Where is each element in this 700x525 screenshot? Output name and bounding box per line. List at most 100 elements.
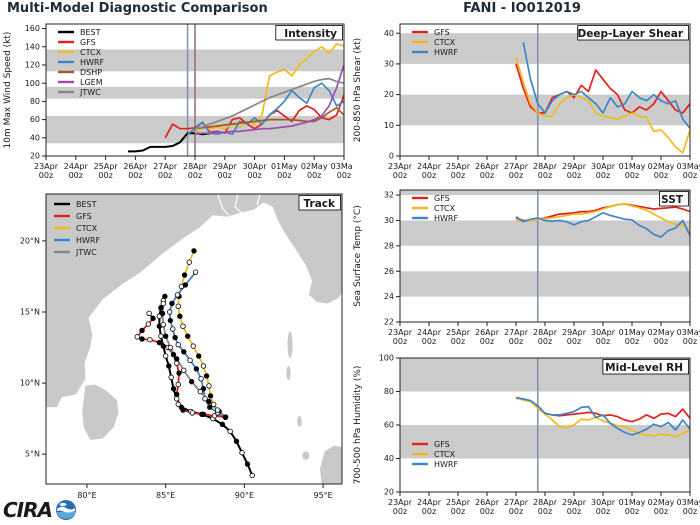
svg-text:24Apr: 24Apr <box>417 328 442 337</box>
svg-text:HWRF: HWRF <box>434 214 458 223</box>
svg-text:GFS: GFS <box>80 38 96 47</box>
svg-text:02May: 02May <box>648 328 675 337</box>
svg-text:60: 60 <box>30 115 40 124</box>
svg-text:DSHP: DSHP <box>80 68 102 77</box>
intensity-chart: 2040608010012014016023Apr00z24Apr00z25Ap… <box>3 23 352 180</box>
svg-text:01May: 01May <box>271 162 298 171</box>
svg-text:80: 80 <box>30 97 40 106</box>
svg-text:29Apr: 29Apr <box>562 328 587 337</box>
svg-text:27Apr: 27Apr <box>153 162 178 171</box>
svg-text:HWRF: HWRF <box>434 460 458 469</box>
svg-text:23Apr: 23Apr <box>388 498 413 507</box>
svg-text:02May: 02May <box>648 498 675 507</box>
svg-text:30: 30 <box>384 216 394 225</box>
sst-chart: 22242628303223Apr00z24Apr00z25Apr00z26Ap… <box>353 189 700 346</box>
svg-text:01May: 01May <box>619 162 646 171</box>
svg-text:00z: 00z <box>422 337 436 346</box>
svg-text:29Apr: 29Apr <box>562 162 587 171</box>
svg-text:00z: 00z <box>307 171 321 180</box>
svg-text:00z: 00z <box>625 507 639 516</box>
svg-text:28Apr: 28Apr <box>533 162 558 171</box>
svg-text:30Apr: 30Apr <box>591 162 616 171</box>
svg-text:01May: 01May <box>619 328 646 337</box>
svg-text:25Apr: 25Apr <box>446 498 471 507</box>
svg-text:00z: 00z <box>596 171 610 180</box>
svg-text:24Apr: 24Apr <box>64 162 89 171</box>
svg-text:25Apr: 25Apr <box>446 328 471 337</box>
svg-text:00z: 00z <box>98 171 112 180</box>
svg-text:00z: 00z <box>393 171 407 180</box>
svg-text:00z: 00z <box>218 171 232 180</box>
svg-text:25Apr: 25Apr <box>446 162 471 171</box>
svg-text:HWRF: HWRF <box>76 236 100 245</box>
svg-text:02May: 02May <box>301 162 328 171</box>
svg-text:00z: 00z <box>538 507 552 516</box>
svg-text:60: 60 <box>384 421 394 430</box>
svg-text:25Apr: 25Apr <box>94 162 119 171</box>
svg-text:00z: 00z <box>538 171 552 180</box>
svg-text:80: 80 <box>384 387 394 396</box>
svg-text:28: 28 <box>384 241 394 250</box>
svg-text:10°N: 10°N <box>20 379 40 388</box>
svg-text:CTCX: CTCX <box>76 224 98 233</box>
svg-text:SST: SST <box>661 194 684 206</box>
svg-text:200-850 hPa Shear (kt): 200-850 hPa Shear (kt) <box>353 38 363 142</box>
svg-text:24: 24 <box>384 292 394 301</box>
svg-text:00z: 00z <box>683 171 697 180</box>
svg-text:23Apr: 23Apr <box>388 328 413 337</box>
cira-globe-icon <box>56 500 76 520</box>
svg-text:00z: 00z <box>654 507 668 516</box>
svg-text:Mid-Level RH: Mid-Level RH <box>605 362 683 374</box>
svg-text:CTCX: CTCX <box>80 48 102 57</box>
svg-text:JTWC: JTWC <box>75 248 97 257</box>
svg-text:00z: 00z <box>393 337 407 346</box>
svg-text:00z: 00z <box>480 507 494 516</box>
svg-text:HWRF: HWRF <box>80 58 104 67</box>
svg-text:Sea Surface Temp (°C): Sea Surface Temp (°C) <box>353 205 363 306</box>
svg-text:20: 20 <box>384 488 394 497</box>
svg-text:00z: 00z <box>247 171 261 180</box>
svg-text:20: 20 <box>30 152 40 161</box>
svg-text:01May: 01May <box>619 498 646 507</box>
svg-text:GFS: GFS <box>76 212 92 221</box>
svg-text:03May: 03May <box>331 162 352 171</box>
svg-text:03May: 03May <box>677 498 700 507</box>
svg-text:00z: 00z <box>422 507 436 516</box>
svg-text:27Apr: 27Apr <box>504 162 529 171</box>
svg-text:GFS: GFS <box>434 194 450 203</box>
svg-text:28Apr: 28Apr <box>533 328 558 337</box>
svg-text:5°N: 5°N <box>25 450 40 459</box>
svg-text:00z: 00z <box>337 171 351 180</box>
svg-text:29Apr: 29Apr <box>213 162 238 171</box>
mid-level-rh-chart: 2040608010023Apr00z24Apr00z25Apr00z26Apr… <box>353 354 700 516</box>
svg-text:CTCX: CTCX <box>434 204 456 213</box>
svg-text:00z: 00z <box>567 337 581 346</box>
svg-text:160: 160 <box>25 24 40 33</box>
track-map: 5°N 10°N 15°N 20°N 80°E 85°E 90°E 95°E Track BEST… <box>20 193 343 500</box>
svg-text:HWRF: HWRF <box>434 48 458 57</box>
svg-text:GFS: GFS <box>434 440 450 449</box>
svg-text:00z: 00z <box>596 507 610 516</box>
svg-text:100: 100 <box>25 79 40 88</box>
svg-text:03May: 03May <box>677 162 700 171</box>
svg-text:26Apr: 26Apr <box>475 498 500 507</box>
svg-text:GFS: GFS <box>434 28 450 37</box>
svg-text:00z: 00z <box>538 337 552 346</box>
svg-text:140: 140 <box>25 42 40 51</box>
svg-text:00z: 00z <box>567 171 581 180</box>
svg-text:100: 100 <box>379 354 394 363</box>
svg-text:95°E: 95°E <box>313 491 332 500</box>
svg-text:00z: 00z <box>451 171 465 180</box>
svg-text:00z: 00z <box>654 171 668 180</box>
svg-text:23Apr: 23Apr <box>388 162 413 171</box>
svg-text:00z: 00z <box>683 337 697 346</box>
svg-text:00z: 00z <box>128 171 142 180</box>
cira-logo-text: CIRA <box>3 498 52 522</box>
svg-text:28Apr: 28Apr <box>533 498 558 507</box>
svg-text:22: 22 <box>384 318 394 327</box>
svg-text:40: 40 <box>30 133 40 142</box>
svg-text:28Apr: 28Apr <box>183 162 208 171</box>
svg-text:02May: 02May <box>648 162 675 171</box>
svg-text:24Apr: 24Apr <box>417 162 442 171</box>
